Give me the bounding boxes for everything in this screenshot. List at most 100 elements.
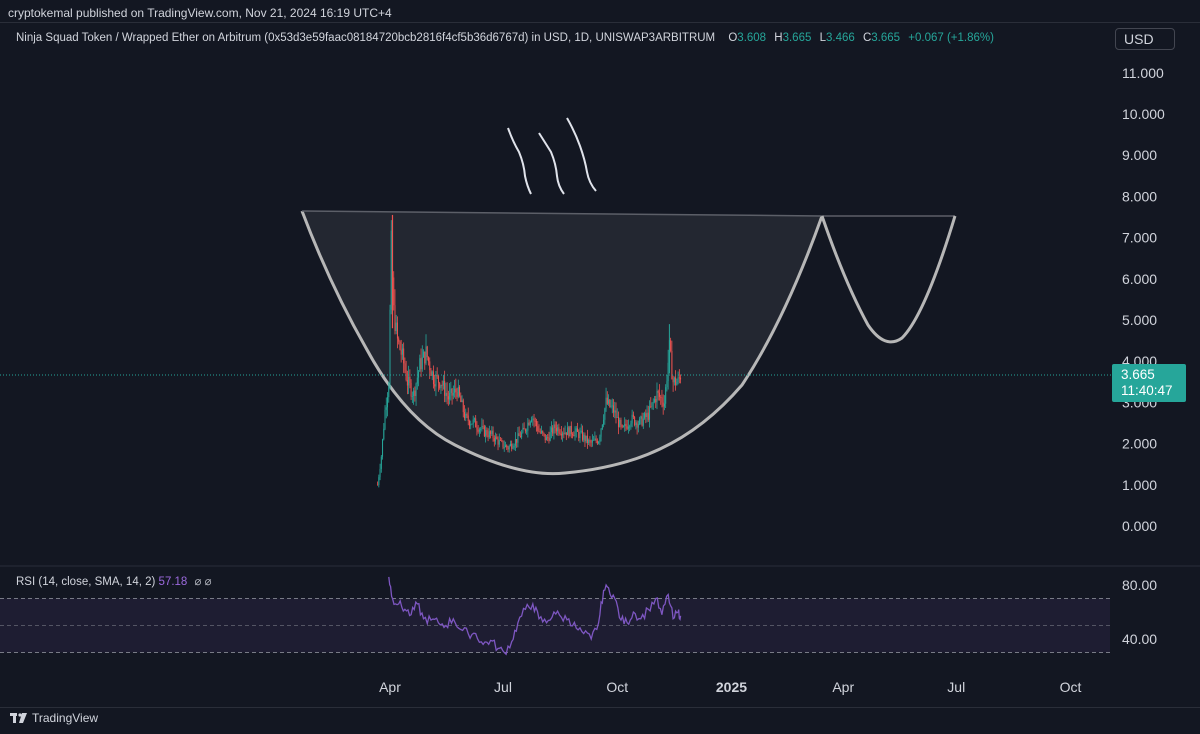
price-axis-label: 2.000	[1122, 436, 1157, 452]
candle-body	[418, 371, 420, 378]
candle-body	[483, 426, 485, 437]
candle-body	[472, 419, 474, 424]
candle-body	[557, 427, 559, 432]
candle-body	[636, 422, 638, 428]
open-label: O	[728, 32, 738, 44]
candle-body	[423, 351, 425, 358]
candle-body	[394, 305, 396, 332]
candle-body	[548, 437, 550, 441]
candle-body	[537, 426, 539, 432]
candle-body	[613, 405, 615, 413]
candle-body	[584, 434, 586, 442]
visibility-icon[interactable]: ⌀ ⌀	[194, 576, 212, 588]
high-label: H	[774, 32, 783, 44]
candle-body	[570, 425, 572, 435]
candle-body	[572, 434, 574, 436]
candle-body	[619, 419, 621, 428]
candle-body	[450, 388, 452, 393]
candle-body	[457, 386, 459, 397]
candle-body	[625, 423, 627, 427]
candle-body	[416, 377, 418, 384]
rsi-line[interactable]	[388, 576, 682, 656]
candle-body	[432, 371, 434, 385]
handle-outline[interactable]	[820, 215, 957, 344]
candle-body	[522, 427, 524, 433]
candle-body	[543, 433, 545, 435]
candle-body	[604, 408, 606, 420]
candle-body	[436, 375, 438, 377]
candle-body	[560, 433, 562, 436]
candle-body	[581, 430, 583, 440]
candle-body	[651, 402, 653, 407]
tradingview-logo[interactable]: TradingView	[10, 711, 98, 725]
rsi-axis: 40.00 80.00	[1122, 577, 1157, 647]
candle-body	[670, 340, 672, 351]
candle-body	[629, 426, 631, 428]
rsi-legend[interactable]: RSI (14, close, SMA, 14, 2) 57.18 ⌀ ⌀	[16, 574, 212, 588]
candle-body	[631, 414, 633, 424]
candle-body	[468, 421, 470, 426]
candle-body	[568, 427, 570, 437]
candle-body	[635, 422, 637, 426]
candle-body	[528, 422, 530, 426]
candle-body	[511, 443, 513, 449]
candle-body	[377, 484, 379, 486]
price-axis-label: 1.000	[1122, 477, 1157, 493]
currency-button[interactable]: USD	[1115, 28, 1175, 50]
candle-body	[437, 376, 439, 383]
candle-body	[526, 430, 528, 432]
candle-body	[640, 416, 642, 419]
candle-body	[470, 424, 472, 426]
candle-body	[580, 430, 582, 433]
candle-body	[514, 439, 516, 446]
candle-body	[585, 435, 587, 442]
candle-body	[434, 384, 436, 387]
rsi-label: RSI (14, close, SMA, 14, 2)	[16, 576, 156, 588]
candle-body	[678, 377, 680, 379]
candle-body	[547, 437, 549, 439]
cup-outline[interactable]	[300, 210, 824, 476]
high-value: 3.665	[782, 32, 812, 44]
candle-body	[563, 433, 565, 435]
candle-body	[644, 413, 646, 419]
candle-body	[429, 361, 431, 371]
candle-body	[491, 430, 493, 434]
steam-squiggle-1[interactable]	[507, 127, 532, 195]
candle-body	[380, 456, 382, 469]
cup-rim-line[interactable]	[301, 210, 823, 217]
candle-body	[616, 417, 618, 418]
rsi-value: 57.18	[158, 576, 188, 588]
candle-body	[666, 381, 668, 388]
time-axis-label: Jul	[947, 679, 965, 695]
candle-body	[449, 392, 451, 400]
candle-body	[390, 230, 392, 310]
candle-body	[420, 358, 422, 370]
open-value: 3.608	[737, 32, 767, 44]
candle-body	[408, 376, 410, 386]
candles-layer	[377, 214, 682, 488]
candle-body	[384, 409, 386, 429]
candle-body	[396, 322, 398, 339]
candle-body	[532, 418, 534, 420]
candle-body	[497, 439, 499, 445]
candle-body	[662, 402, 664, 407]
candle-body	[639, 418, 641, 425]
steam-squiggle-3[interactable]	[566, 117, 597, 192]
candle-body	[517, 433, 519, 443]
candle-body	[657, 391, 659, 393]
candle-body	[661, 397, 663, 403]
candle-body	[531, 419, 533, 422]
price-axis: 0.0001.0002.0003.0004.0005.0006.0007.000…	[1122, 65, 1165, 534]
candle-body	[485, 430, 487, 437]
candle-body	[444, 380, 446, 396]
candle-body	[527, 422, 529, 431]
candle-body	[591, 440, 593, 443]
symbol-legend[interactable]: Ninja Squad Token / Wrapped Ether on Arb…	[16, 32, 994, 44]
candle-body	[579, 432, 581, 438]
candle-body	[415, 383, 417, 396]
candle-body	[617, 417, 619, 428]
candle-body	[667, 362, 669, 382]
time-axis-label: Jul	[494, 679, 512, 695]
steam-squiggle-2[interactable]	[538, 132, 565, 195]
